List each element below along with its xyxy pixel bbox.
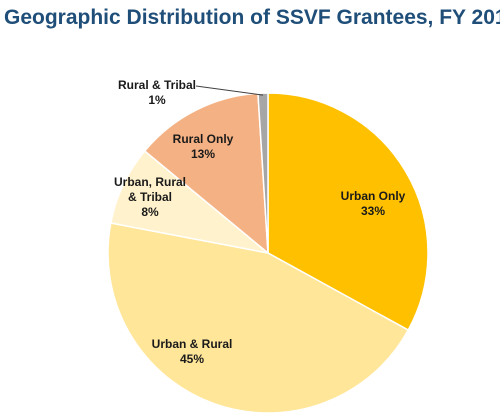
pie-slice-urban-rural — [107, 222, 410, 414]
slice-label-rural-tribal: Rural & Tribal 1% — [118, 78, 196, 107]
slice-label-urban-rural-tribal: Urban, Rural & Tribal 8% — [114, 175, 186, 219]
slice-label-rural-only: Rural Only 13% — [173, 132, 234, 161]
pie-slice-rural-tribal — [257, 92, 269, 254]
leader-line — [195, 85, 264, 96]
pie-slice-rural-only — [143, 92, 269, 255]
slice-label-urban-rural: Urban & Rural 45% — [152, 337, 233, 366]
slice-label-urban-only: Urban Only 33% — [341, 189, 406, 218]
chart-title: Geographic Distribution of SSVF Grantees… — [4, 6, 500, 29]
pie-slice-urban-only — [267, 92, 429, 332]
